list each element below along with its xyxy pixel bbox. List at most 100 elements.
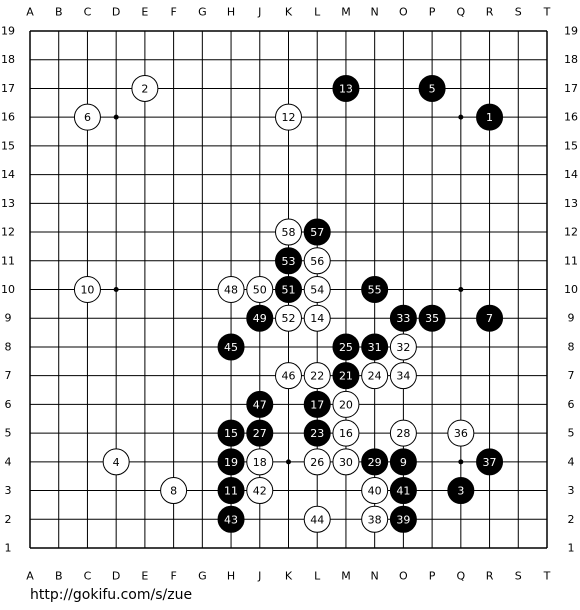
move-number: 32 [396,341,410,354]
white-stone [303,247,331,275]
row-label: 10 [1,283,15,296]
row-label: 1 [5,542,12,555]
star-point [113,287,119,292]
row-label: 17 [564,82,578,95]
move-number: 5 [429,82,436,95]
white-stone [217,276,245,303]
black-stone [476,448,504,476]
black-stone [303,218,331,246]
row-label: 2 [5,513,12,526]
black-stone [275,247,302,275]
column-label: F [170,6,176,19]
move-number: 24 [368,370,382,383]
move-number: 36 [454,427,468,440]
black-stone [246,419,274,447]
black-stone [389,505,417,533]
white-stone [275,103,302,131]
white-stone [73,276,101,303]
white-stone [160,477,188,505]
black-stone [332,74,360,102]
source-url: http://gokifu.com/s/zue [30,587,192,603]
row-label: 6 [5,398,12,411]
move-number: 6 [84,111,91,124]
row-label: 10 [564,283,578,296]
move-number: 46 [282,370,296,383]
move-number: 21 [339,370,353,383]
move-number: 13 [339,82,353,95]
white-stone [275,218,302,246]
row-label: 4 [568,455,575,468]
column-label: N [371,6,379,19]
column-label: J [257,570,261,583]
column-label: A [26,570,34,583]
row-label: 5 [568,427,575,440]
move-number: 54 [310,284,324,297]
row-label: 16 [564,111,578,124]
move-number: 44 [310,513,324,526]
black-stone [217,419,245,447]
row-label: 18 [564,53,578,66]
white-stone [131,74,159,102]
move-number: 25 [339,341,353,354]
column-label: D [112,570,120,583]
row-label: 7 [568,369,575,382]
column-label: C [84,570,92,583]
move-number: 49 [253,312,267,325]
move-number: 26 [310,456,324,469]
move-number: 31 [368,341,382,354]
star-point [458,459,464,465]
black-stone [361,448,389,476]
row-label: 15 [1,139,15,152]
move-number: 50 [253,284,267,297]
move-number: 7 [486,312,493,325]
column-label: M [341,6,351,19]
move-number: 8 [170,485,177,498]
star-point [458,287,464,292]
black-stone [332,333,360,361]
row-label: 14 [1,168,15,181]
move-number: 43 [224,513,238,526]
move-number: 47 [253,398,267,411]
move-number: 10 [80,284,94,297]
black-stone [332,362,360,390]
move-number: 9 [400,456,407,469]
white-stone [332,419,360,447]
black-stone [389,448,417,476]
move-number: 12 [282,111,296,124]
move-number: 34 [396,370,410,383]
white-stone [102,448,130,476]
move-number: 20 [339,398,353,411]
column-label: K [285,6,293,19]
white-stone [389,333,417,361]
move-number: 55 [368,284,382,297]
row-label: 8 [568,340,575,353]
white-stone [275,362,302,390]
move-number: 1 [486,111,493,124]
row-label: 11 [1,254,15,267]
column-label: D [112,6,120,19]
white-stone [361,477,389,505]
column-label: J [257,6,261,19]
row-label: 9 [568,312,575,325]
column-label: G [198,570,207,583]
column-label: O [399,570,408,583]
move-number: 3 [457,485,464,498]
black-stone [217,505,245,533]
row-label: 16 [1,111,15,124]
star-point [286,459,291,465]
column-label: O [399,6,408,19]
move-number: 30 [339,456,353,469]
white-stone [303,505,331,533]
black-stone [217,448,245,476]
row-label: 17 [1,82,15,95]
white-stone [389,362,417,390]
column-label: F [170,570,176,583]
move-number: 27 [253,427,267,440]
row-label: 18 [1,53,15,66]
column-label: Q [456,6,465,19]
row-label: 14 [564,168,578,181]
white-stone [303,448,331,476]
row-label: 19 [564,25,578,38]
move-number: 38 [368,513,382,526]
